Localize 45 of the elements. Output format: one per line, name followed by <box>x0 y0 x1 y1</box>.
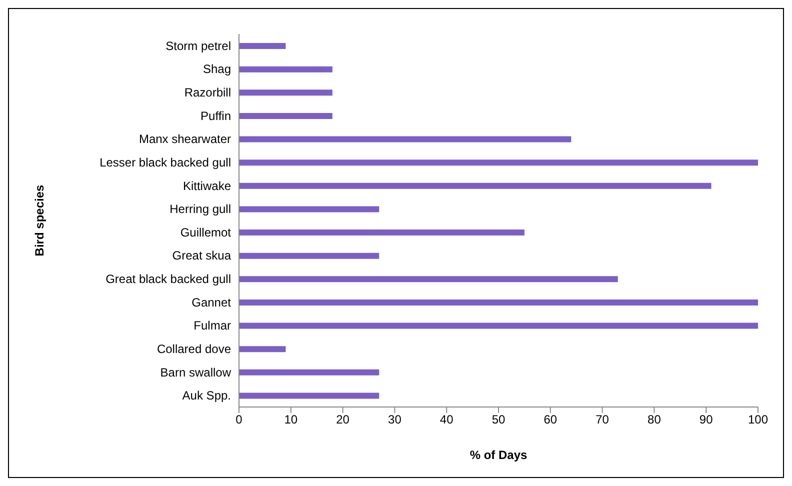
y-tick-label: Puffin <box>200 108 231 123</box>
x-axis-title: % of Days <box>470 448 528 462</box>
bar <box>239 66 332 72</box>
bar <box>239 182 712 189</box>
x-tick-label: 40 <box>440 412 454 427</box>
y-tick-label: Great skua <box>172 248 232 263</box>
x-tick-label: 80 <box>648 412 662 427</box>
x-tick-label: 0 <box>236 412 243 427</box>
bar <box>239 346 286 352</box>
y-tick-label: Lesser black backed gull <box>100 155 231 170</box>
x-tick-label: 10 <box>284 412 298 427</box>
x-tick-label: 50 <box>492 412 506 427</box>
y-tick-label: Collared dove <box>156 342 232 356</box>
bar <box>239 299 758 306</box>
y-tick-label: Herring gull <box>170 202 231 216</box>
y-tick-label: Gannet <box>192 295 232 310</box>
x-tick-label: 90 <box>699 412 714 427</box>
y-tick-label: Barn swallow <box>160 365 232 380</box>
y-tick-label: Guillemot <box>180 225 232 240</box>
y-tick-label: Razorbill <box>184 86 231 100</box>
y-tick-label: Manx shearwater <box>138 132 231 146</box>
y-tick-label: Auk Spp. <box>182 388 231 403</box>
y-tick-label: Fulmar <box>194 318 231 333</box>
y-tick-label: Great black backed gull <box>106 272 231 286</box>
bar <box>239 230 524 236</box>
bar <box>239 160 758 166</box>
bar <box>239 136 572 142</box>
bar <box>239 112 332 119</box>
bar <box>239 206 380 212</box>
x-tick-label: 60 <box>544 412 558 427</box>
y-axis-title: Bird species <box>32 184 46 256</box>
bar <box>239 276 618 282</box>
bar <box>239 43 286 49</box>
x-tick-label: 20 <box>336 412 350 427</box>
bar <box>239 252 380 259</box>
bar <box>239 369 380 376</box>
y-tick-label: Storm petrel <box>166 38 231 53</box>
x-tick-label: 30 <box>388 412 402 427</box>
x-tick-label: 100 <box>748 412 768 427</box>
bar <box>239 322 758 329</box>
y-tick-label: Kittiwake <box>182 178 232 193</box>
bar <box>239 392 380 399</box>
y-tick-label: Shag <box>202 62 231 76</box>
bar <box>239 90 332 96</box>
x-tick-label: 70 <box>596 412 610 427</box>
